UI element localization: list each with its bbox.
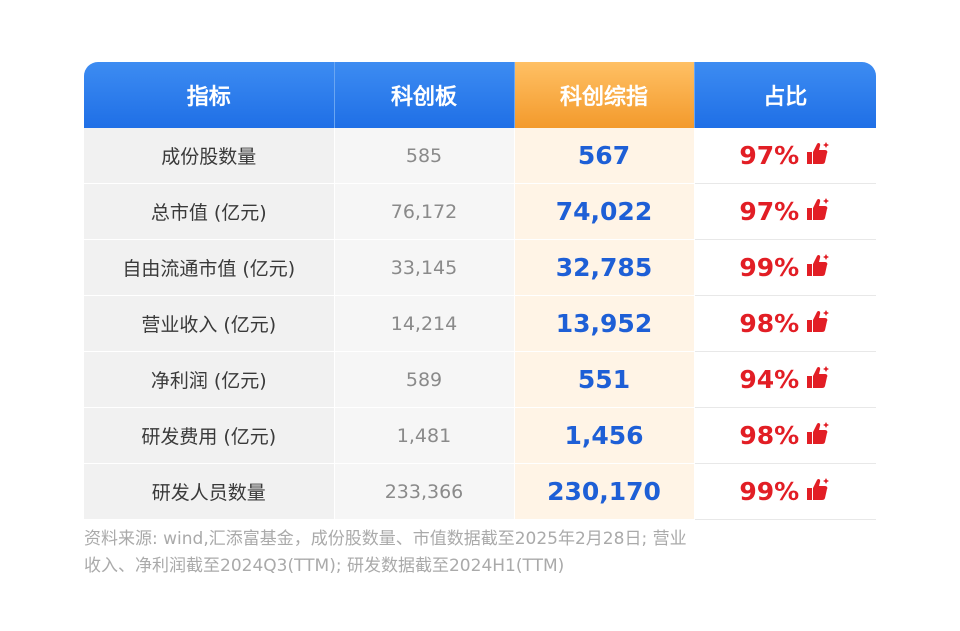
cell-ratio: 94% xyxy=(694,351,876,408)
header-metric: 指标 xyxy=(84,62,335,128)
ratio-value: 99% xyxy=(739,253,800,282)
cell-kcb: 589 xyxy=(334,351,515,408)
thumbs-up-icon xyxy=(805,365,831,395)
table-row: 自由流通市值 (亿元) 33,145 32,785 99% xyxy=(84,239,876,296)
cell-ratio: 98% xyxy=(694,295,876,352)
source-note: 资料来源: wind,汇添富基金，成份股数量、市值数据截至2025年2月28日;… xyxy=(84,526,884,580)
cell-kczz: 230,170 xyxy=(514,463,695,520)
cell-ratio: 99% xyxy=(694,463,876,520)
cell-kczz: 551 xyxy=(514,351,695,408)
cell-kczz: 13,952 xyxy=(514,295,695,352)
cell-kcb: 14,214 xyxy=(334,295,515,352)
source-line-2: 收入、净利润截至2024Q3(TTM); 研发数据截至2024H1(TTM) xyxy=(84,556,565,576)
cell-metric: 研发费用 (亿元) xyxy=(84,407,335,464)
cell-metric: 自由流通市值 (亿元) xyxy=(84,239,335,296)
ratio-value: 97% xyxy=(739,141,800,170)
cell-metric: 营业收入 (亿元) xyxy=(84,295,335,352)
comparison-table: 指标 科创板 科创综指 占比 成份股数量 585 567 97% 总市值 (亿元) 76,… xyxy=(84,62,876,520)
header-row: 指标 科创板 科创综指 占比 xyxy=(84,62,876,128)
table-row: 研发人员数量 233,366 230,170 99% xyxy=(84,463,876,520)
cell-kcb: 76,172 xyxy=(334,183,515,240)
cell-metric: 研发人员数量 xyxy=(84,463,335,520)
ratio-value: 99% xyxy=(739,477,800,506)
cell-kczz: 567 xyxy=(514,128,695,184)
header-kcb: 科创板 xyxy=(334,62,515,128)
table-row: 总市值 (亿元) 76,172 74,022 97% xyxy=(84,183,876,240)
table-row: 净利润 (亿元) 589 551 94% xyxy=(84,351,876,408)
ratio-value: 97% xyxy=(739,197,800,226)
table-row: 营业收入 (亿元) 14,214 13,952 98% xyxy=(84,295,876,352)
header-ratio: 占比 xyxy=(694,62,876,128)
table-body: 成份股数量 585 567 97% 总市值 (亿元) 76,172 74,022 97% 自由流… xyxy=(84,128,876,520)
thumbs-up-icon xyxy=(805,309,831,339)
thumbs-up-icon xyxy=(805,141,831,171)
cell-kcb: 1,481 xyxy=(334,407,515,464)
cell-ratio: 97% xyxy=(694,183,876,240)
cell-ratio: 99% xyxy=(694,239,876,296)
cell-kcb: 233,366 xyxy=(334,463,515,520)
ratio-value: 98% xyxy=(739,421,800,450)
cell-metric: 总市值 (亿元) xyxy=(84,183,335,240)
table-row: 研发费用 (亿元) 1,481 1,456 98% xyxy=(84,407,876,464)
table-row: 成份股数量 585 567 97% xyxy=(84,128,876,184)
thumbs-up-icon xyxy=(805,477,831,507)
ratio-value: 94% xyxy=(739,365,800,394)
cell-metric: 成份股数量 xyxy=(84,128,335,184)
cell-ratio: 97% xyxy=(694,128,876,184)
comparison-table-container: 指标 科创板 科创综指 占比 成份股数量 585 567 97% 总市值 (亿元) 76,… xyxy=(84,62,876,520)
cell-kczz: 32,785 xyxy=(514,239,695,296)
thumbs-up-icon xyxy=(805,197,831,227)
cell-metric: 净利润 (亿元) xyxy=(84,351,335,408)
thumbs-up-icon xyxy=(805,421,831,451)
cell-kcb: 585 xyxy=(334,128,515,184)
cell-kczz: 1,456 xyxy=(514,407,695,464)
source-line-1: 资料来源: wind,汇添富基金，成份股数量、市值数据截至2025年2月28日;… xyxy=(84,529,687,549)
thumbs-up-icon xyxy=(805,253,831,283)
cell-ratio: 98% xyxy=(694,407,876,464)
cell-kcb: 33,145 xyxy=(334,239,515,296)
header-kczz: 科创综指 xyxy=(514,62,695,128)
cell-kczz: 74,022 xyxy=(514,183,695,240)
ratio-value: 98% xyxy=(739,309,800,338)
